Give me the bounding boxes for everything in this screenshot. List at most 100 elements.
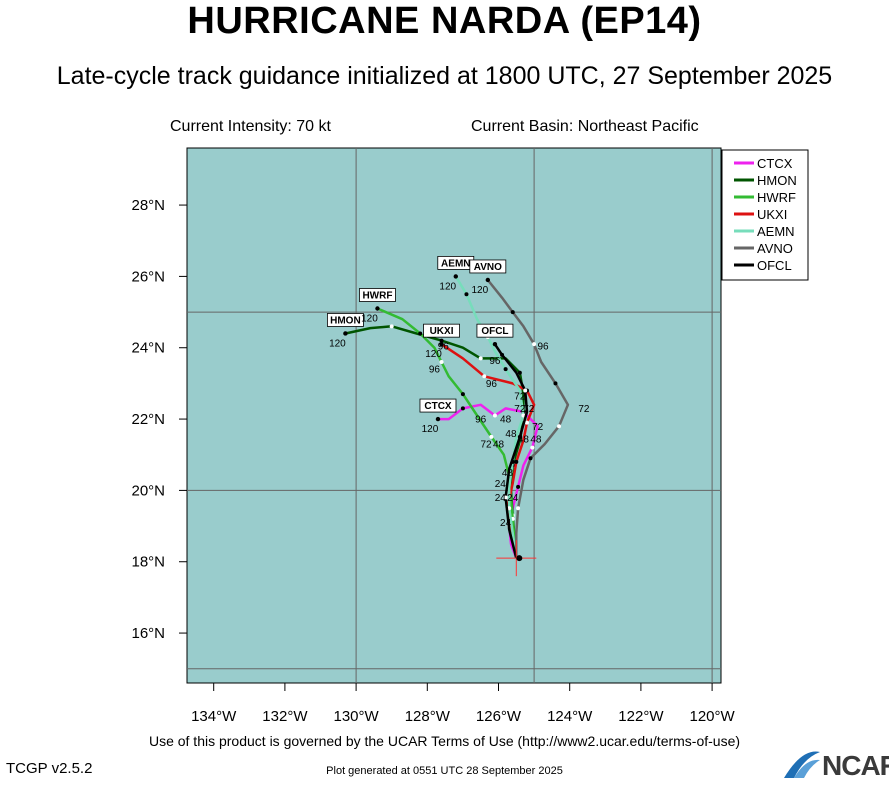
forecast-hour-label: 48 <box>500 415 512 426</box>
ncar-logo-text: NCAR <box>822 750 889 781</box>
end-number: 120 <box>471 285 488 296</box>
track-point <box>516 506 521 511</box>
ncar-logo-mark <box>784 751 820 778</box>
track-aemn <box>454 275 525 559</box>
track-annotations: CTCX1209672HMON120HWRF1207296UKXI12096AE… <box>327 255 590 577</box>
track-hwrf <box>377 307 518 559</box>
end-label-aemn: AEMN <box>441 258 470 269</box>
forecast-hour-label: 48 <box>493 440 505 451</box>
track-point <box>517 370 522 375</box>
track-point <box>460 392 465 397</box>
track-point <box>489 434 494 439</box>
track-point <box>418 331 423 336</box>
x-tick-label: 128°W <box>405 708 451 725</box>
page-title: HURRICANE NARDA (EP14) <box>187 0 702 42</box>
x-tick-label: 126°W <box>476 708 522 725</box>
end-label-avno: AVNO <box>474 262 502 273</box>
track-end-point <box>492 341 498 347</box>
track-point <box>553 381 558 386</box>
end-number: 120 <box>425 349 442 360</box>
page-subtitle: Late-cycle track guidance initialized at… <box>56 62 833 90</box>
end-number: 120 <box>439 281 456 292</box>
end-number: 120 <box>329 338 346 349</box>
legend-label-ctcx: CTCX <box>757 156 793 171</box>
legend-label-hwrf: HWRF <box>757 190 796 205</box>
forecast-hour-label: 96 <box>486 379 498 390</box>
track-end-point <box>439 341 444 347</box>
y-tick-label: 24°N <box>131 340 165 357</box>
forecast-hour-label: 72 <box>578 404 590 415</box>
end-label-box <box>327 313 364 327</box>
current-intensity: Current Intensity: 70 kt <box>170 118 331 135</box>
end-label-box <box>359 288 396 302</box>
track-point <box>389 324 394 329</box>
track-point <box>532 342 537 347</box>
track-point <box>460 406 465 411</box>
forecast-hour-label: 72 <box>514 404 526 415</box>
track-point <box>503 367 508 372</box>
y-tick-label: 28°N <box>131 197 165 214</box>
track-point <box>503 495 508 500</box>
legend-label-aemn: AEMN <box>757 224 795 239</box>
storm-position-dot <box>516 555 523 562</box>
end-label-box <box>476 323 514 338</box>
track-point <box>478 356 483 361</box>
track-end-point <box>453 274 458 279</box>
track-end-point <box>375 306 380 311</box>
y-tick-label: 18°N <box>131 554 165 571</box>
forecast-hour-label: 96 <box>537 342 549 353</box>
y-tick-label: 16°N <box>131 625 165 642</box>
axis-ticks: 134°W 132°W 130°W 128°W 126°W 124°W 122°W 120°W… <box>131 197 735 725</box>
forecast-hour-label: 24 <box>495 493 507 504</box>
forecast-hour-label: 72 <box>514 391 526 402</box>
x-tick-label: 120°W <box>690 708 736 725</box>
x-tick-label: 134°W <box>191 708 237 725</box>
track-point <box>439 360 444 364</box>
track-point <box>492 413 497 418</box>
legend-label-avno: AVNO <box>757 241 793 256</box>
forecast-hour-label: 48 <box>502 468 514 479</box>
end-label-box <box>469 259 507 274</box>
track-point <box>530 445 535 450</box>
forecast-hour-label: 48 <box>505 429 517 440</box>
legend: CTCX HMON HWRF UKXI AEMN AVNO OFCL <box>721 149 809 281</box>
end-number: 120 <box>422 424 439 435</box>
map-gridlines <box>187 148 721 683</box>
end-label-ctcx: CTCX <box>424 401 452 412</box>
track-point <box>439 338 444 343</box>
track-point <box>523 388 528 393</box>
y-tick-label: 26°N <box>131 268 165 285</box>
x-tick-label: 124°W <box>547 708 593 725</box>
end-label-box <box>423 323 460 338</box>
ncar-logo: NCAR <box>782 748 889 781</box>
track-point <box>514 459 519 464</box>
current-basin: Current Basin: Northeast Pacific <box>471 118 699 135</box>
x-tick-label: 122°W <box>618 708 664 725</box>
forecast-hour-label: 96 <box>489 356 501 367</box>
x-tick-label: 132°W <box>262 708 308 725</box>
forecast-hour-label: 24 <box>495 479 507 490</box>
y-tick-label: 20°N <box>131 482 165 499</box>
forecast-hour-label: 48 <box>518 434 530 445</box>
track-point <box>507 506 512 511</box>
track-avno <box>486 279 570 559</box>
forecast-hour-label: 96 <box>475 415 487 426</box>
track-point <box>464 292 469 297</box>
track-point <box>516 484 521 489</box>
y-tick-label: 22°N <box>131 411 165 428</box>
legend-label-ofcl: OFCL <box>757 258 792 273</box>
x-tick-label: 130°W <box>334 708 380 725</box>
forecast-hour-label: 72 <box>480 440 492 451</box>
end-label-ukxi: UKXI <box>430 326 454 337</box>
track-point <box>528 456 533 461</box>
forecast-hour-label: 96 <box>429 365 441 376</box>
forecast-hour-label: 96 <box>438 342 450 353</box>
generated-timestamp: Plot generated at 0551 UTC 28 September … <box>326 765 563 777</box>
end-number: 120 <box>361 314 378 325</box>
track-point <box>524 420 529 425</box>
track-point <box>557 424 562 429</box>
end-label-ofcl: OFCL <box>481 326 508 337</box>
forecast-hour-label: 48 <box>530 434 542 445</box>
end-label-hwrf: HWRF <box>362 291 392 302</box>
